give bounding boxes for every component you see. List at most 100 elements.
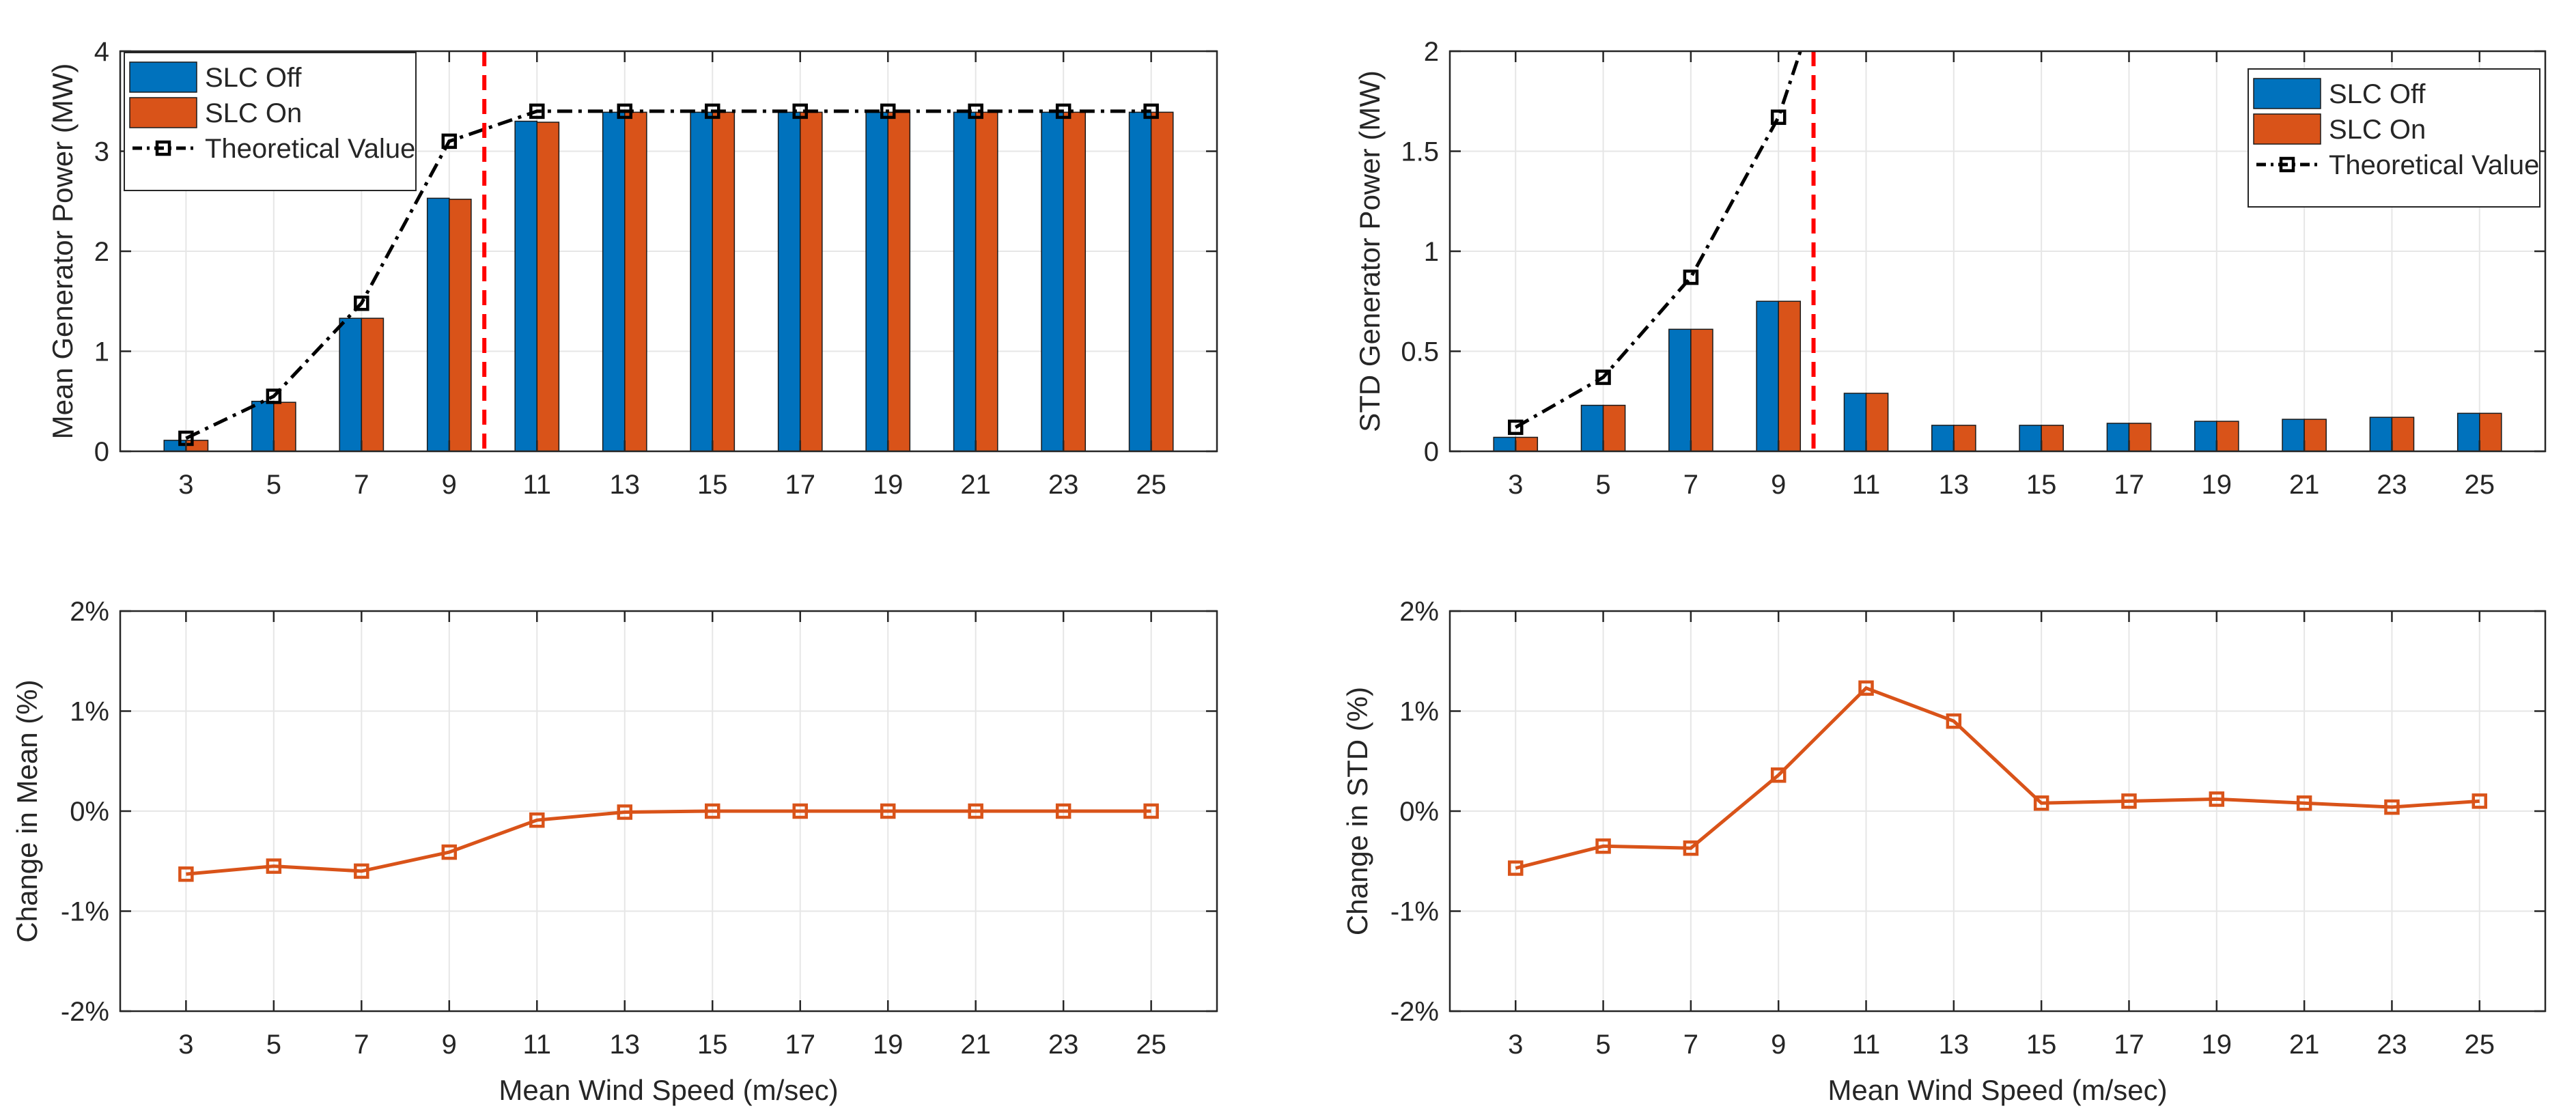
bar-slc-off-5 <box>1580 404 1604 452</box>
bar-slc-off-9 <box>1756 300 1779 452</box>
bar-slc-on-11 <box>1865 393 1889 452</box>
y-tick-label: -1% <box>1390 897 1439 927</box>
legend-marker-theoretical <box>155 140 171 156</box>
bar-slc-on-3 <box>1515 436 1539 452</box>
y-tick-label: 2 <box>1424 37 1439 67</box>
x-tick-label-9: 9 <box>1771 1030 1786 1060</box>
bar-slc-off-19 <box>2194 421 2217 452</box>
bar-slc-on-9 <box>1778 300 1802 452</box>
bar-slc-on-17 <box>799 111 823 452</box>
x-axis-label: Mean Wind Speed (m/sec) <box>499 1074 838 1106</box>
bar-slc-on-25 <box>2479 412 2502 452</box>
x-tick-label-23: 23 <box>1048 1030 1079 1060</box>
change-marker-25 <box>2472 793 2488 809</box>
theoretical-marker-25 <box>1143 103 1159 119</box>
bar-slc-on-21 <box>2304 419 2327 452</box>
x-tick-label-19: 19 <box>2202 470 2232 500</box>
x-tick-label-5: 5 <box>266 470 281 500</box>
change-marker-19 <box>880 803 896 819</box>
y-tick-label: 0% <box>70 797 109 827</box>
bar-slc-off-25 <box>2456 412 2480 452</box>
bar-slc-on-19 <box>2216 421 2239 452</box>
x-tick-label-15: 15 <box>697 470 728 500</box>
change-marker-13 <box>617 804 633 820</box>
x-tick-label-13: 13 <box>1939 1030 1970 1060</box>
x-tick-label-23: 23 <box>2377 1030 2407 1060</box>
change-marker-15 <box>2033 795 2049 811</box>
theoretical-marker-7 <box>1683 269 1699 285</box>
bar-slc-off-15 <box>2019 425 2042 452</box>
x-tick-label-7: 7 <box>1683 470 1698 500</box>
chart-std-power: 3 5 7 9 11 13 15 17 19 21 23 25 0 0.5 1 1.5 2 STD Generat… <box>1354 37 2547 500</box>
theoretical-marker-5 <box>1595 369 1611 385</box>
change-marker-5 <box>1595 838 1611 854</box>
y-tick-label: 2% <box>1399 597 1439 627</box>
x-tick-label-17: 17 <box>785 470 815 500</box>
change-marker-23 <box>2384 799 2400 815</box>
bar-slc-on-5 <box>273 401 296 452</box>
bar-slc-off-3 <box>1493 436 1516 452</box>
bar-slc-off-21 <box>2282 419 2305 452</box>
change-marker-17 <box>2121 793 2137 809</box>
change-marker-23 <box>1055 803 1072 819</box>
theoretical-marker-9 <box>1770 109 1787 125</box>
x-tick-label-13: 13 <box>1939 470 1970 500</box>
x-tick-label-17: 17 <box>2114 470 2144 500</box>
y-tick-label: 1 <box>1424 237 1439 267</box>
change-marker-25 <box>1143 803 1159 819</box>
change-marker-3 <box>1507 860 1524 876</box>
bar-slc-off-13 <box>602 111 626 452</box>
x-axis-label: Mean Wind Speed (m/sec) <box>1828 1074 2167 1106</box>
legend-marker-theoretical <box>2279 156 2295 173</box>
x-tick-label-21: 21 <box>2289 470 2320 500</box>
bar-slc-on-19 <box>887 111 911 452</box>
x-tick-label-25: 25 <box>1136 470 1166 500</box>
y-axis-label: Change in STD (%) <box>1341 687 1373 935</box>
theoretical-marker-13 <box>617 103 633 119</box>
bar-slc-on-25 <box>1150 111 1174 452</box>
x-tick-label-17: 17 <box>785 1030 815 1060</box>
x-tick-label-3: 3 <box>178 470 193 500</box>
bar-slc-off-5 <box>251 401 275 452</box>
legend: SLC Off SLC On Theoretical Value <box>2248 68 2540 208</box>
change-marker-19 <box>2209 791 2225 807</box>
x-tick-label-15: 15 <box>2026 1030 2057 1060</box>
bar-slc-off-13 <box>1931 425 1955 452</box>
x-tick-label-19: 19 <box>873 470 904 500</box>
x-tick-label-25: 25 <box>2465 470 2495 500</box>
legend-swatch-slc-on <box>129 97 197 128</box>
x-tick-label-25: 25 <box>1136 1030 1166 1060</box>
change-line <box>1515 685 2480 870</box>
bar-slc-on-5 <box>1602 404 1626 452</box>
bar-slc-off-23 <box>1041 111 1064 452</box>
change-marker-7 <box>1683 840 1699 856</box>
legend-swatch-slc-off <box>2253 78 2321 109</box>
change-marker-11 <box>1858 680 1874 696</box>
legend-label-slc-on: SLC On <box>2329 115 2426 145</box>
change-marker-15 <box>704 803 720 819</box>
theoretical-marker-17 <box>792 103 808 119</box>
chart-change-mean: 3 5 7 9 11 13 15 17 19 21 23 25 -2% -1% 0% 1% 2% Change i… <box>11 597 1218 1106</box>
x-tick-label-5: 5 <box>1595 470 1610 500</box>
x-tick-label-13: 13 <box>610 470 641 500</box>
legend-label-theoretical: Theoretical Value <box>205 134 415 164</box>
bar-slc-off-19 <box>865 111 888 452</box>
x-tick-label-21: 21 <box>2289 1030 2320 1060</box>
y-tick-label: 1% <box>1399 697 1439 727</box>
x-tick-label-11: 11 <box>1852 1030 1881 1060</box>
bar-slc-off-7 <box>1668 328 1692 452</box>
x-tick-label-3: 3 <box>1508 1030 1523 1060</box>
x-tick-label-17: 17 <box>2114 1030 2144 1060</box>
x-tick-label-23: 23 <box>1048 470 1079 500</box>
change-marker-3 <box>178 866 194 882</box>
change-marker-9 <box>441 844 458 860</box>
x-tick-label-3: 3 <box>178 1030 193 1060</box>
change-marker-13 <box>1946 713 1962 729</box>
bar-slc-off-25 <box>1128 111 1152 452</box>
bar-slc-off-23 <box>2369 416 2393 452</box>
legend-swatch-slc-off <box>129 61 197 93</box>
theoretical-marker-5 <box>266 388 282 404</box>
y-tick-label: 0% <box>1399 797 1439 827</box>
change-marker-21 <box>968 803 983 819</box>
